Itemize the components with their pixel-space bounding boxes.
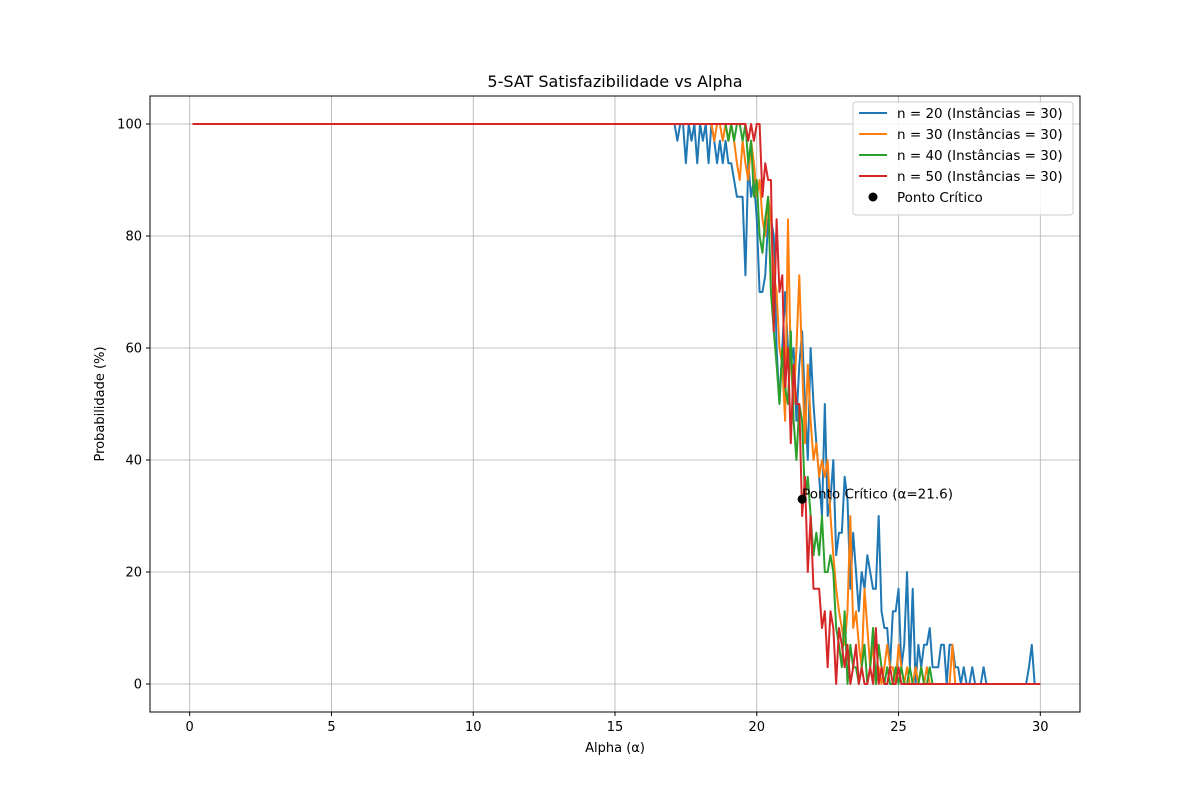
legend-entry: n = 40 (Instâncias = 30) xyxy=(897,148,1063,164)
critical-point-layer: Ponto Crítico (α=21.6) xyxy=(797,487,953,504)
y-tick-label: 40 xyxy=(125,454,142,469)
x-tick-label: 10 xyxy=(465,720,482,735)
y-tick-label: 100 xyxy=(117,118,142,133)
legend-entry-critical: Ponto Crítico xyxy=(897,190,983,206)
critical-point-annotation: Ponto Crítico (α=21.6) xyxy=(802,487,953,503)
chart-title: 5-SAT Satisfazibilidade vs Alpha xyxy=(487,72,742,91)
legend-entry: n = 50 (Instâncias = 30) xyxy=(897,169,1063,185)
x-tick-label: 30 xyxy=(1032,720,1049,735)
series-line-n50 xyxy=(192,123,1041,685)
x-tick-label: 20 xyxy=(748,720,765,735)
legend: n = 20 (Instâncias = 30) n = 30 (Instânci… xyxy=(852,101,1074,216)
y-tick-label: 60 xyxy=(125,342,142,357)
y-axis-label: Probabilidade (%) xyxy=(93,346,108,461)
x-tick-label: 25 xyxy=(890,720,907,735)
series-line-n20 xyxy=(192,123,1036,685)
y-tick-label: 80 xyxy=(125,230,142,245)
series-layer xyxy=(192,123,1041,685)
grid xyxy=(150,96,1080,712)
y-tick-label: 20 xyxy=(125,566,142,581)
legend-entry: n = 30 (Instâncias = 30) xyxy=(897,127,1063,143)
x-tick-label: 0 xyxy=(186,720,194,735)
y-tick-label: 0 xyxy=(134,678,142,693)
legend-box xyxy=(852,101,1074,216)
legend-entry: n = 20 (Instâncias = 30) xyxy=(897,106,1063,122)
critical-point-marker xyxy=(797,494,807,504)
x-tick-label: 15 xyxy=(607,720,624,735)
x-axis-label: Alpha (α) xyxy=(585,741,645,756)
ticks: 0 5 10 15 20 25 30 0 20 40 60 80 100 xyxy=(117,118,1048,736)
x-tick-label: 5 xyxy=(327,720,335,735)
legend-swatch-critical xyxy=(868,192,878,202)
